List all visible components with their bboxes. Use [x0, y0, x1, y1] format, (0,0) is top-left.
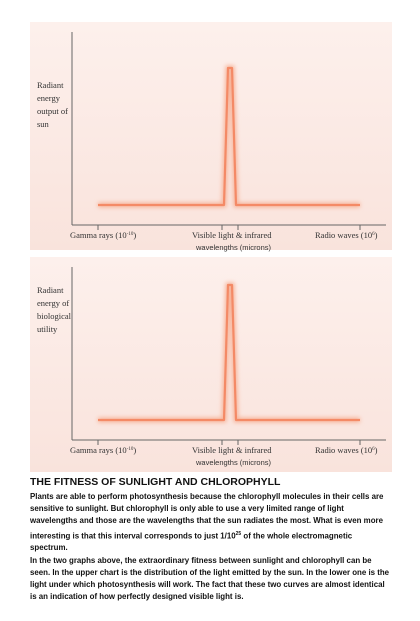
article-title: THE FITNESS OF SUNLIGHT AND CHLOROPHYLL — [30, 476, 281, 488]
y-label: energy — [37, 93, 61, 103]
curve — [98, 283, 360, 422]
x-label: Visible light & infrared — [192, 445, 272, 455]
x-label-close: ) — [375, 445, 378, 455]
x-label-close: ) — [375, 230, 378, 240]
y-label: Radiant — [37, 285, 64, 295]
x-label-close: ) — [133, 230, 136, 240]
x-label-exp: 6 — [372, 232, 375, 237]
panel — [30, 257, 392, 472]
panel — [30, 22, 392, 250]
x-label: Gamma rays (10-10) — [70, 230, 136, 240]
x-label: Radio waves (106) — [315, 445, 378, 455]
x-label-text: Radio waves (10 — [315, 230, 372, 240]
x-label: Visible light & infrared — [192, 230, 272, 240]
x-label-exp: 6 — [372, 447, 375, 452]
paragraph: In the two graphs above, the extraordina… — [30, 555, 392, 604]
text: of the whole electromagnetic spectrum. — [30, 531, 353, 553]
superscript: 25 — [235, 530, 242, 537]
x-label-close: ) — [133, 445, 136, 455]
y-label: energy of — [37, 298, 69, 308]
x-label: Gamma rays (10-10) — [70, 445, 136, 455]
x-label-exp: -10 — [127, 232, 134, 237]
text: In the two graphs above, the extraordina… — [30, 555, 390, 602]
y-label: Radiant — [37, 80, 64, 90]
x-label: Radio waves (106) — [315, 230, 378, 240]
y-label: biological — [37, 311, 72, 321]
x-unit: wavelengths (microns) — [195, 458, 272, 467]
y-label: sun — [37, 119, 50, 129]
x-label-text: Gamma rays (10 — [70, 445, 127, 455]
x-label-text: Gamma rays (10 — [70, 230, 127, 240]
article: THE FITNESS OF SUNLIGHT AND CHLOROPHYLL … — [30, 476, 392, 603]
text: Plants are able to perform photosynthesi… — [30, 492, 384, 541]
paragraph: Plants are able to perform photosynthesi… — [30, 491, 392, 555]
y-label: utility — [37, 324, 58, 334]
x-label-exp: -10 — [127, 447, 134, 452]
curve — [98, 66, 360, 207]
y-label: output of — [37, 106, 68, 116]
x-unit: wavelengths (microns) — [195, 243, 272, 252]
x-label-text: Radio waves (10 — [315, 445, 372, 455]
